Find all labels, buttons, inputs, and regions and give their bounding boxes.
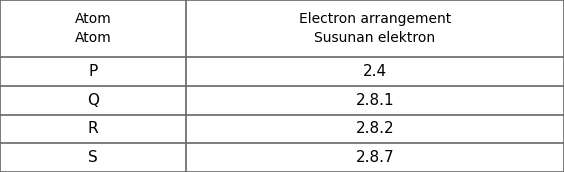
Text: S: S <box>88 150 98 165</box>
Text: Electron arrangement
Susunan elektron: Electron arrangement Susunan elektron <box>299 12 451 45</box>
Text: R: R <box>88 121 98 137</box>
Text: 2.4: 2.4 <box>363 64 387 79</box>
Text: Q: Q <box>87 93 99 108</box>
Text: 2.8.7: 2.8.7 <box>356 150 394 165</box>
Text: Atom
Atom: Atom Atom <box>74 12 112 45</box>
Text: 2.8.2: 2.8.2 <box>356 121 394 137</box>
Text: P: P <box>89 64 98 79</box>
Text: 2.8.1: 2.8.1 <box>356 93 394 108</box>
